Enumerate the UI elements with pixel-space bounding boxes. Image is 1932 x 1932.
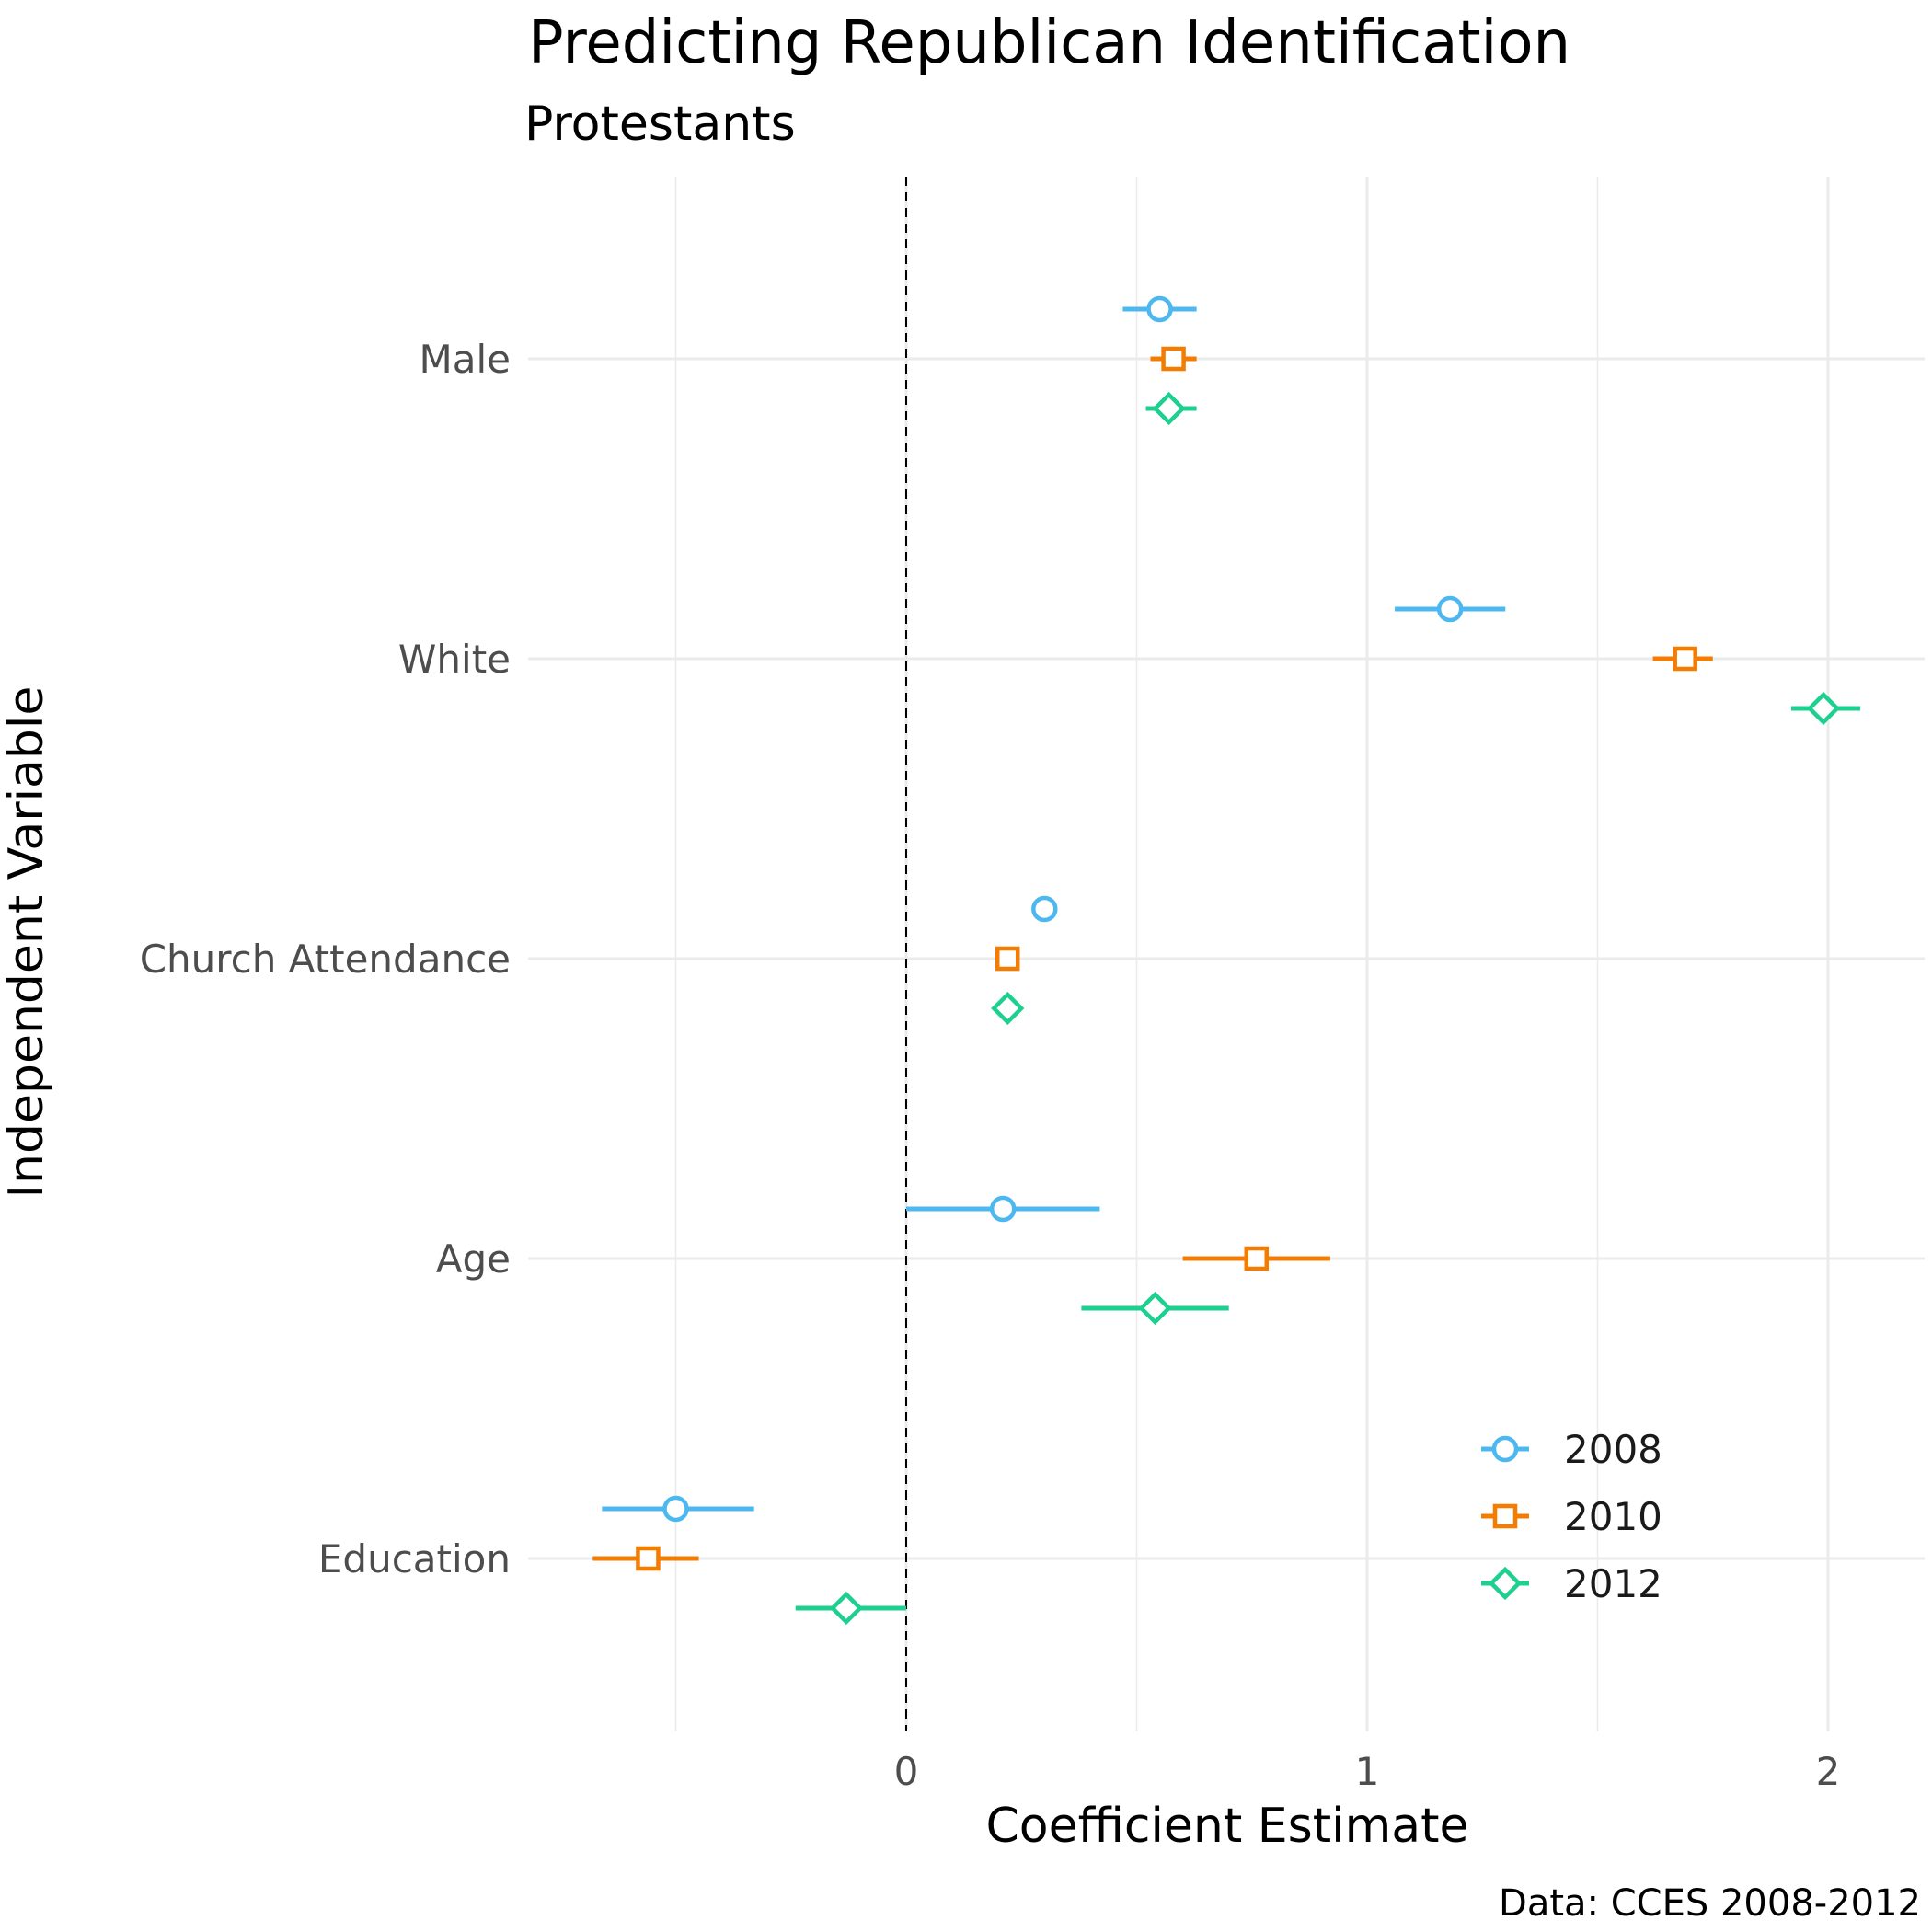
data-point-square	[1673, 646, 1697, 672]
data-point-diamond	[829, 1591, 864, 1626]
y-tick-label: White	[398, 637, 511, 682]
legend-label: 2012	[1564, 1561, 1662, 1606]
y-tick-label: Church Attendance	[140, 937, 511, 982]
legend-label: 2008	[1564, 1427, 1662, 1472]
data-point-diamond	[1806, 691, 1841, 726]
y-axis-tick-labels: Male White Church Attendance Age Education	[140, 337, 511, 1581]
data-point-circle	[1436, 595, 1464, 623]
data-point-diamond	[991, 991, 1025, 1026]
legend-key-square	[1492, 1503, 1518, 1529]
legend-label: 2010	[1564, 1494, 1662, 1539]
data-point-square	[636, 1546, 661, 1571]
data-point-square	[1161, 346, 1186, 372]
chart-title: Predicting Republican Identification	[528, 9, 1570, 77]
x-tick-label: 1	[1355, 1749, 1380, 1794]
legend-key-diamond	[1488, 1566, 1523, 1601]
data-point-diamond	[1138, 1291, 1172, 1326]
data-point-square	[995, 946, 1020, 972]
y-tick-label: Male	[420, 337, 511, 382]
chart-subtitle: Protestants	[524, 97, 796, 152]
y-axis-title: Independent Variable	[0, 686, 54, 1199]
chart-caption: Data: CCES 2008-2012	[1499, 1882, 1921, 1925]
y-tick-label: Education	[318, 1536, 511, 1581]
plot-marks	[592, 177, 1861, 1731]
y-tick-label: Age	[436, 1236, 511, 1282]
x-tick-label: 0	[894, 1749, 919, 1794]
data-point-circle	[989, 1195, 1017, 1223]
data-point-diamond	[1152, 391, 1186, 426]
x-tick-label: 2	[1816, 1749, 1841, 1794]
gridlines	[528, 177, 1925, 1731]
x-axis-tick-labels: 0 1 2	[894, 1749, 1841, 1794]
x-axis-title: Coefficient Estimate	[986, 1799, 1469, 1854]
data-point-circle	[1146, 295, 1173, 323]
data-point-circle	[662, 1495, 689, 1523]
legend: 2008 2010 2012	[1481, 1427, 1662, 1606]
legend-key-circle	[1491, 1435, 1519, 1463]
data-point-square	[1244, 1246, 1270, 1271]
data-point-circle	[1031, 895, 1058, 923]
